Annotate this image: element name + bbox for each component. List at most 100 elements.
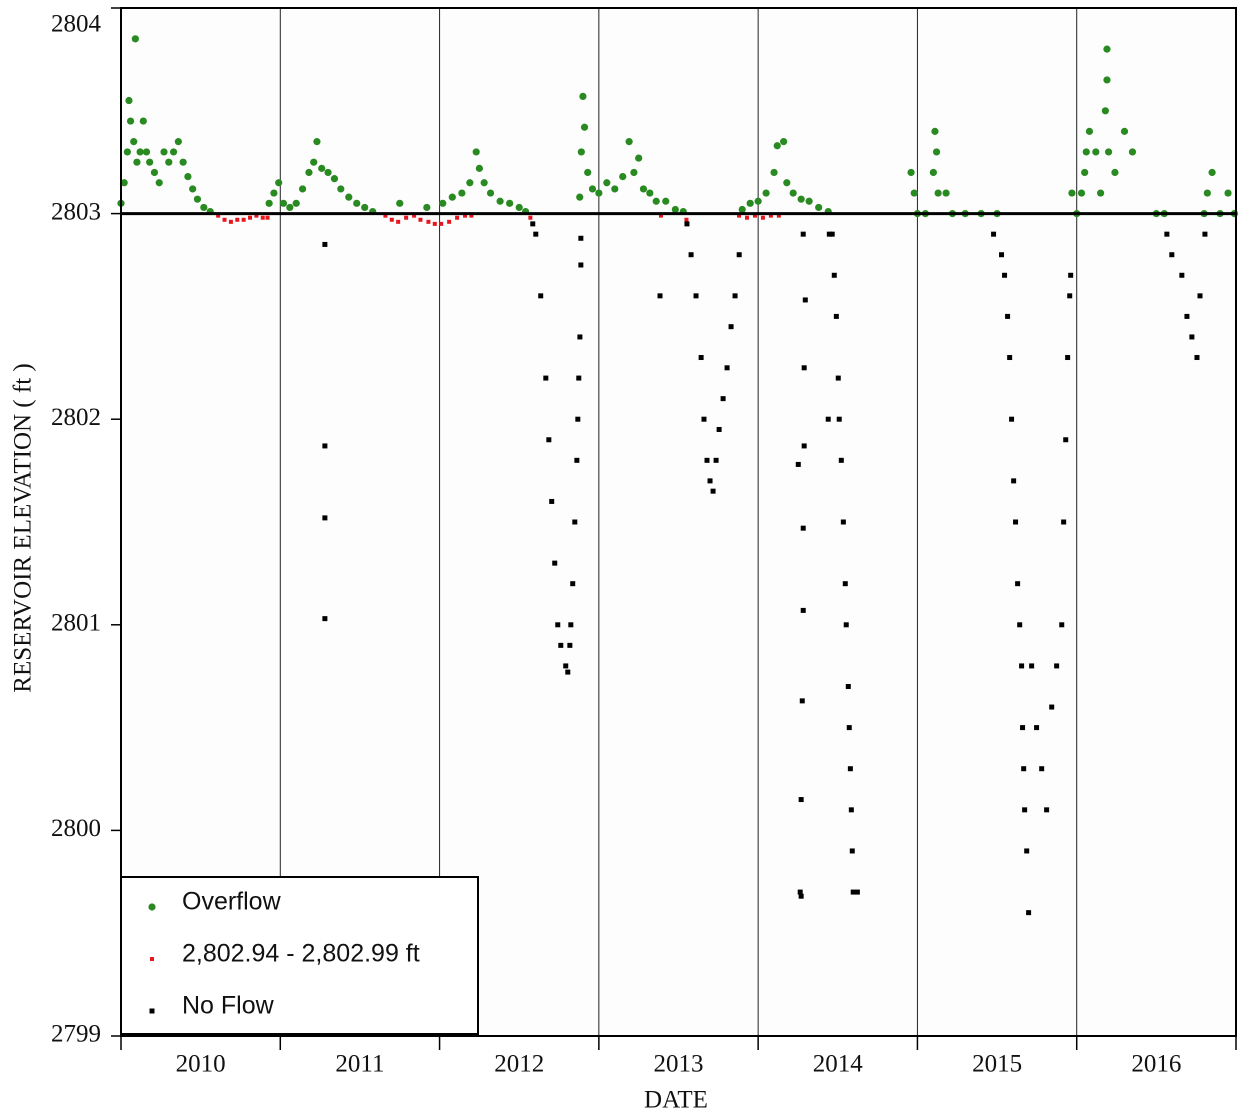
point	[155, 179, 163, 187]
point	[1044, 807, 1050, 813]
point	[580, 123, 589, 131]
legend-marker	[148, 903, 156, 911]
point	[1022, 807, 1028, 813]
point	[1063, 437, 1069, 443]
point	[1013, 519, 1019, 525]
point	[1061, 519, 1067, 525]
point	[710, 488, 716, 494]
point	[1189, 334, 1195, 340]
point	[286, 203, 294, 212]
point	[1068, 272, 1074, 278]
point	[795, 461, 801, 467]
point	[688, 252, 694, 258]
point	[1169, 252, 1175, 258]
y-tick-label: 2802	[51, 404, 101, 431]
point	[160, 148, 168, 156]
point	[825, 416, 831, 422]
point	[737, 213, 742, 218]
point	[439, 199, 447, 207]
point	[270, 189, 278, 197]
point	[570, 581, 576, 587]
point	[120, 179, 128, 187]
point	[404, 215, 409, 220]
point	[1077, 189, 1086, 197]
point	[563, 663, 569, 669]
point	[826, 231, 832, 237]
point	[142, 148, 151, 156]
point	[829, 231, 835, 237]
legend-label: No Flow	[182, 992, 275, 1020]
point	[575, 416, 581, 422]
point	[831, 272, 837, 278]
y-tick-label: 2803	[51, 198, 101, 225]
point	[222, 217, 227, 222]
point	[1097, 189, 1105, 197]
point	[850, 889, 856, 895]
point	[131, 35, 139, 43]
point	[322, 515, 328, 521]
point	[754, 197, 762, 205]
point	[466, 179, 474, 187]
point	[506, 199, 514, 207]
point	[275, 179, 283, 187]
point	[780, 138, 788, 146]
x-tick-label: 2011	[335, 1051, 384, 1078]
point	[418, 217, 423, 222]
point	[423, 203, 431, 212]
point	[1103, 45, 1111, 53]
point	[169, 148, 178, 156]
point	[1007, 355, 1013, 361]
point	[455, 215, 460, 220]
point	[783, 179, 791, 187]
point	[528, 215, 533, 220]
point	[1197, 293, 1203, 299]
point	[854, 889, 860, 895]
legend-label: 2,802.94 - 2,802.99 ft	[182, 940, 420, 968]
legend: Overflow 2,802.94 - 2,802.99 ft No Flow	[120, 876, 479, 1035]
point	[543, 375, 549, 381]
legend-marker	[150, 957, 154, 961]
point	[216, 213, 221, 218]
point	[1054, 663, 1060, 669]
point	[1103, 76, 1111, 84]
point	[789, 189, 797, 197]
point	[1101, 107, 1109, 115]
point	[801, 365, 807, 371]
point	[330, 175, 339, 183]
point	[558, 642, 564, 648]
point	[123, 148, 131, 156]
point	[797, 889, 803, 895]
point	[279, 199, 288, 207]
point	[150, 168, 159, 177]
point	[1002, 272, 1008, 278]
point	[1039, 766, 1045, 772]
point	[574, 457, 580, 463]
point	[658, 213, 663, 218]
point	[611, 185, 619, 193]
point	[929, 168, 937, 177]
point	[1179, 272, 1185, 278]
point	[932, 148, 941, 156]
point	[1009, 416, 1015, 422]
point	[472, 148, 480, 156]
point	[1017, 622, 1023, 628]
point	[942, 189, 950, 197]
point	[833, 313, 839, 319]
point	[724, 365, 730, 371]
point	[1194, 355, 1200, 361]
point	[448, 193, 456, 201]
point	[736, 252, 742, 258]
point	[835, 375, 841, 381]
point	[846, 725, 852, 731]
point	[799, 698, 805, 704]
point	[910, 189, 918, 197]
point	[426, 219, 431, 224]
point	[836, 416, 842, 422]
point	[139, 117, 147, 125]
point	[1208, 168, 1216, 177]
point	[579, 92, 587, 101]
point	[1092, 148, 1100, 156]
point	[432, 221, 437, 226]
point	[126, 117, 135, 125]
